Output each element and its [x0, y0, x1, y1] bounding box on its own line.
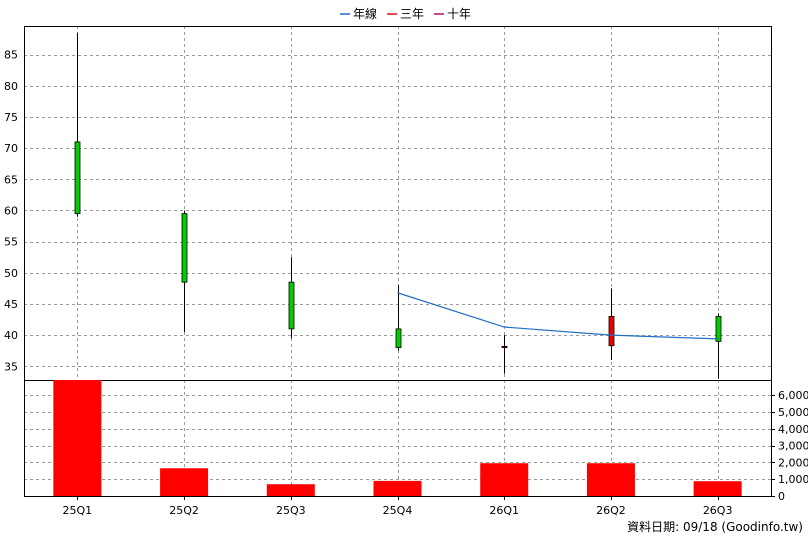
price-y-axis: 35 40 45 50 55 60 65 70 75 80 85: [4, 49, 18, 374]
volume-y-axis: 0 1,000 2,000 3,000 4,000 5,000 6,000: [771, 380, 808, 503]
x-tick-label: 25Q4: [383, 504, 413, 517]
volume-y-tick-label: 5,000: [778, 406, 808, 419]
price-plot-frame: [24, 26, 772, 381]
candle-body: [715, 316, 722, 342]
volume-bar: [373, 480, 422, 496]
volume-bar: [53, 380, 102, 496]
x-tick-label: 26Q2: [596, 504, 626, 517]
volume-y-tick-label: 6,000: [778, 389, 808, 402]
x-tick-label: 25Q3: [276, 504, 306, 517]
price-grid: [24, 26, 771, 380]
candle-body: [395, 328, 402, 348]
x-tick-label: 25Q1: [63, 504, 93, 517]
price-y-tick-label: 45: [4, 298, 18, 311]
volume-bar: [693, 481, 742, 496]
volume-y-tick-label: 0: [778, 490, 785, 503]
legend: 年線 三年 十年: [340, 6, 471, 21]
volume-y-tick-label: 1,000: [778, 473, 808, 486]
volume-bar-series: [53, 380, 742, 496]
x-axis: 25Q1 25Q2 25Q3 25Q4 26Q1 26Q2 26Q3: [63, 496, 733, 517]
volume-y-tick-label: 2,000: [778, 456, 808, 469]
x-tick-label: 26Q1: [489, 504, 519, 517]
legend-label: 三年: [400, 7, 424, 21]
candle-body: [501, 345, 508, 348]
candle-body: [288, 281, 295, 330]
price-y-tick-label: 35: [4, 360, 18, 373]
price-y-tick-label: 85: [4, 49, 18, 62]
volume-y-tick-label: 3,000: [778, 440, 808, 453]
price-y-tick-label: 75: [4, 111, 18, 124]
candle-body: [608, 316, 615, 347]
year-line: [397, 292, 718, 340]
volume-bar: [586, 463, 635, 496]
price-y-tick-label: 70: [4, 142, 18, 155]
price-y-tick-label: 80: [4, 80, 18, 93]
price-y-tick-label: 40: [4, 329, 18, 342]
volume-bar: [160, 468, 209, 496]
candle-body: [74, 141, 81, 214]
price-y-tick-label: 60: [4, 204, 18, 217]
price-y-tick-label: 55: [4, 236, 18, 249]
legend-label: 十年: [447, 7, 471, 21]
volume-bar: [266, 484, 315, 496]
footer-source: 資料日期: 09/18 (Goodinfo.tw): [627, 520, 803, 534]
legend-label: 年線: [353, 6, 377, 21]
volume-y-tick-label: 4,000: [778, 423, 808, 436]
volume-bar: [480, 463, 529, 496]
candlestick-series: [74, 32, 722, 379]
x-tick-label: 25Q2: [169, 504, 199, 517]
volume-grid: [24, 380, 771, 497]
price-y-tick-label: 50: [4, 267, 18, 280]
year-line-series: [397, 292, 718, 340]
price-y-tick-label: 65: [4, 173, 18, 186]
candle-body: [181, 213, 188, 283]
x-tick-label: 26Q3: [703, 504, 733, 517]
